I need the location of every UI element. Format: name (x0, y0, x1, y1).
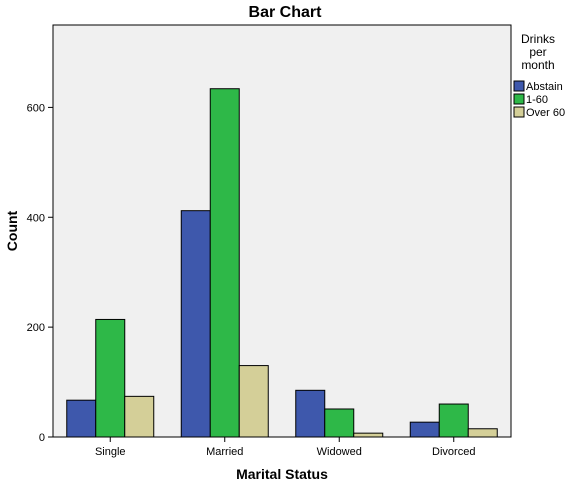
y-axis: 0 200 400 600 (27, 25, 54, 444)
y-tick-label: 200 (27, 322, 45, 334)
legend-title-line-1: Drinks (520, 32, 555, 46)
bar-married-over-60 (238, 365, 269, 438)
x-axis: Single Married Widowed Divorced (95, 437, 475, 458)
legend-swatch (513, 93, 525, 105)
bar-divorced-abstain (409, 421, 440, 438)
x-tick-label: Widowed (317, 446, 362, 458)
bar-single-over-60 (124, 395, 155, 438)
chart-title: Bar Chart (248, 4, 322, 21)
bar-married-1-60 (209, 88, 240, 438)
legend-label: Over 60 (526, 107, 565, 119)
y-axis-label: Count (4, 210, 20, 251)
legend-swatch (513, 80, 525, 92)
bar-widowed-1-60 (324, 408, 355, 438)
bar-single-1-60 (95, 318, 126, 438)
x-axis-label: Marital Status (236, 466, 328, 482)
bar-single-abstain (66, 399, 97, 438)
legend-swatch (513, 106, 525, 118)
legend-title-line-3: month (521, 58, 555, 72)
x-tick-label: Married (206, 446, 243, 458)
bar-divorced-over-60 (467, 428, 498, 438)
bar-widowed-over-60 (353, 432, 384, 438)
legend-title: Drinks per month (511, 33, 565, 72)
bar-divorced-1-60 (438, 403, 469, 438)
legend-label: 1-60 (526, 94, 548, 106)
bar-married-abstain (180, 210, 211, 438)
x-tick-label: Single (95, 446, 126, 458)
y-tick-label: 0 (39, 432, 45, 444)
y-tick-label: 400 (27, 212, 45, 224)
x-tick-label: Divorced (432, 446, 475, 458)
legend-title-line-2: per (529, 45, 547, 59)
legend-label: Abstain (526, 81, 563, 93)
plot-area (52, 24, 512, 438)
bar-widowed-abstain (295, 389, 326, 438)
y-tick-label: 600 (27, 102, 45, 114)
bars-layer (66, 88, 498, 438)
